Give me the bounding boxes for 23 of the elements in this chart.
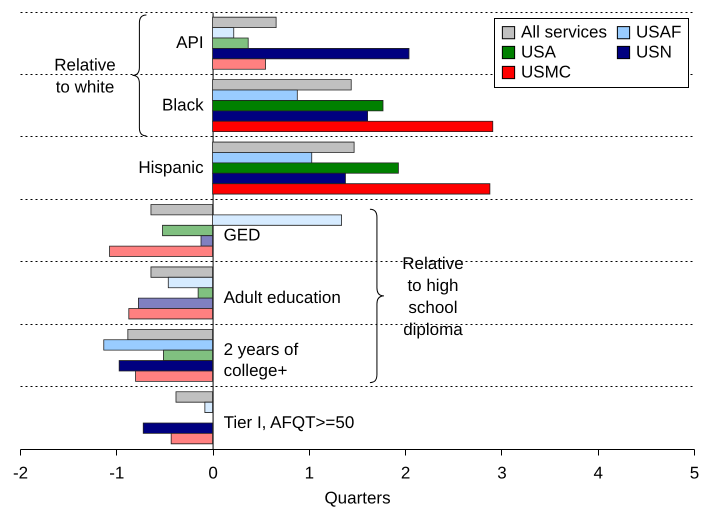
annotation: Relative to high school diploma [402,254,464,339]
x-tick-label: -2 [12,464,28,482]
y-tick-label: API [176,33,204,52]
y-tick-label: Black [162,96,204,115]
annotation: Relative to white [54,55,116,96]
legend-label: USAF [636,22,682,42]
legend-label: USMC [521,62,572,82]
y-tick-label: Adult education [224,288,341,307]
y-tick-label: GED [224,226,260,244]
legend-label: USA [521,42,557,62]
x-tick-label: 0 [208,464,218,482]
legend-label: USN [636,42,672,62]
x-axis-title: Quarters [324,488,391,508]
x-tick-label: 4 [593,464,603,482]
x-tick-label: 3 [497,464,507,482]
y-tick-label: 2 years of college+ [224,340,298,380]
y-tick-label: Hispanic [138,158,204,178]
y-tick-label: Tier I, AFQT>=50 [224,412,354,432]
legend-label: All services [521,22,607,42]
x-tick-label: 2 [400,464,410,482]
x-tick-label: 5 [690,464,700,482]
x-tick-label: 1 [304,464,314,482]
x-tick-label: -1 [109,464,124,482]
